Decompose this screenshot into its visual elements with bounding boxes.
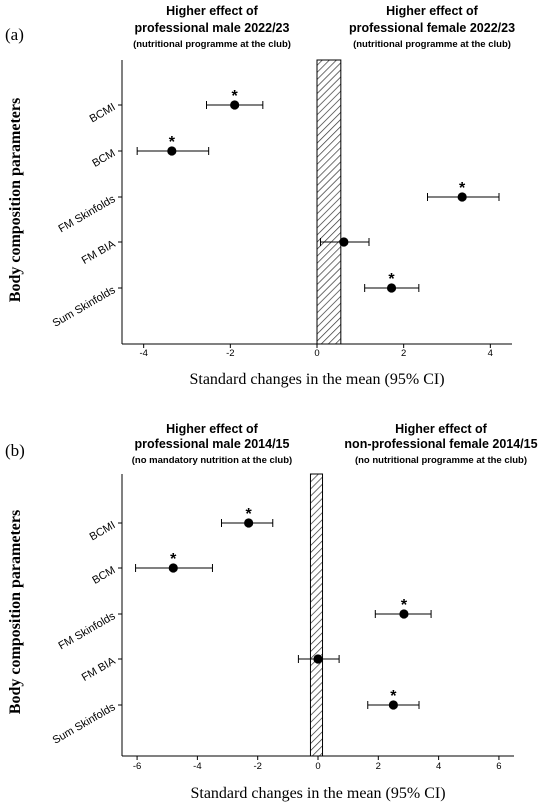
significance-star: * [232, 88, 239, 105]
right-header-sub: (nutritional programme at the club) [353, 39, 511, 50]
panel-label: (b) [5, 441, 25, 460]
right-header-line2: professional female 2022/23 [349, 21, 515, 35]
right-header-line2: non-professional female 2014/15 [344, 437, 537, 451]
mean-point [244, 518, 254, 528]
x-tick-label: -4 [139, 348, 147, 359]
category-label: Sum Skinfolds [51, 701, 118, 747]
mean-point [388, 700, 398, 710]
significance-star: * [459, 180, 466, 197]
x-tick-label: -2 [253, 761, 261, 772]
mean-point [168, 563, 178, 573]
x-tick-label: -4 [193, 761, 201, 772]
panel-a: (a) Higher effect of professional male 202… [5, 4, 515, 388]
category-label: Sum Skinfolds [51, 284, 118, 330]
x-axis-title: Standard changes in the mean (95% CI) [189, 371, 444, 388]
category-label: BCMI [88, 101, 118, 125]
x-tick-label: -2 [226, 348, 234, 359]
reference-band [309, 473, 324, 757]
category-label: FM Skinfolds [56, 610, 117, 652]
mean-point [386, 283, 397, 293]
left-header-line2: professional male 2022/23 [135, 21, 290, 35]
right-header-sub: (no nutritional programme at the club) [355, 455, 527, 466]
mean-point [399, 609, 409, 619]
x-tick-label: 2 [401, 348, 406, 359]
mean-point [457, 192, 467, 202]
significance-star: * [390, 688, 397, 705]
left-header-sub: (no mandatory nutrition at the club) [132, 455, 292, 466]
x-tick-label: 4 [488, 348, 493, 359]
y-axis-title: Body composition parameters [7, 98, 24, 302]
mean-point [230, 100, 240, 110]
mean-point [313, 654, 323, 664]
right-header-line1: Higher effect of [386, 4, 479, 18]
category-label: FM Skinfolds [56, 193, 117, 235]
category-label: BCM [90, 147, 117, 170]
significance-star: * [388, 271, 395, 288]
y-axis-title: Body composition parameters [7, 510, 24, 714]
category-label: FM BIA [80, 238, 118, 267]
x-tick-label: 0 [315, 761, 320, 772]
significance-star: * [246, 506, 253, 523]
significance-star: * [401, 597, 408, 614]
significance-star: * [170, 551, 177, 568]
x-tick-label: 4 [436, 761, 441, 772]
x-tick-label: 2 [376, 761, 381, 772]
left-header-line2: professional male 2014/15 [135, 437, 290, 451]
x-tick-label: 0 [314, 348, 319, 359]
x-axis-title: Standard changes in the mean (95% CI) [190, 785, 445, 802]
x-tick-label: -6 [133, 761, 141, 772]
panel-label: (a) [5, 25, 24, 44]
left-header-line1: Higher effect of [166, 4, 259, 18]
mean-point [167, 146, 177, 156]
category-label: BCMI [88, 519, 118, 543]
left-header-sub: (nutritional programme at the club) [133, 39, 291, 50]
left-header-line1: Higher effect of [166, 422, 259, 436]
category-label: FM BIA [80, 655, 118, 684]
significance-star: * [169, 134, 176, 151]
category-label: BCM [90, 564, 117, 587]
mean-point [339, 237, 349, 247]
reference-band [316, 59, 342, 345]
right-header-line1: Higher effect of [395, 422, 488, 436]
x-tick-label: 6 [496, 761, 501, 772]
